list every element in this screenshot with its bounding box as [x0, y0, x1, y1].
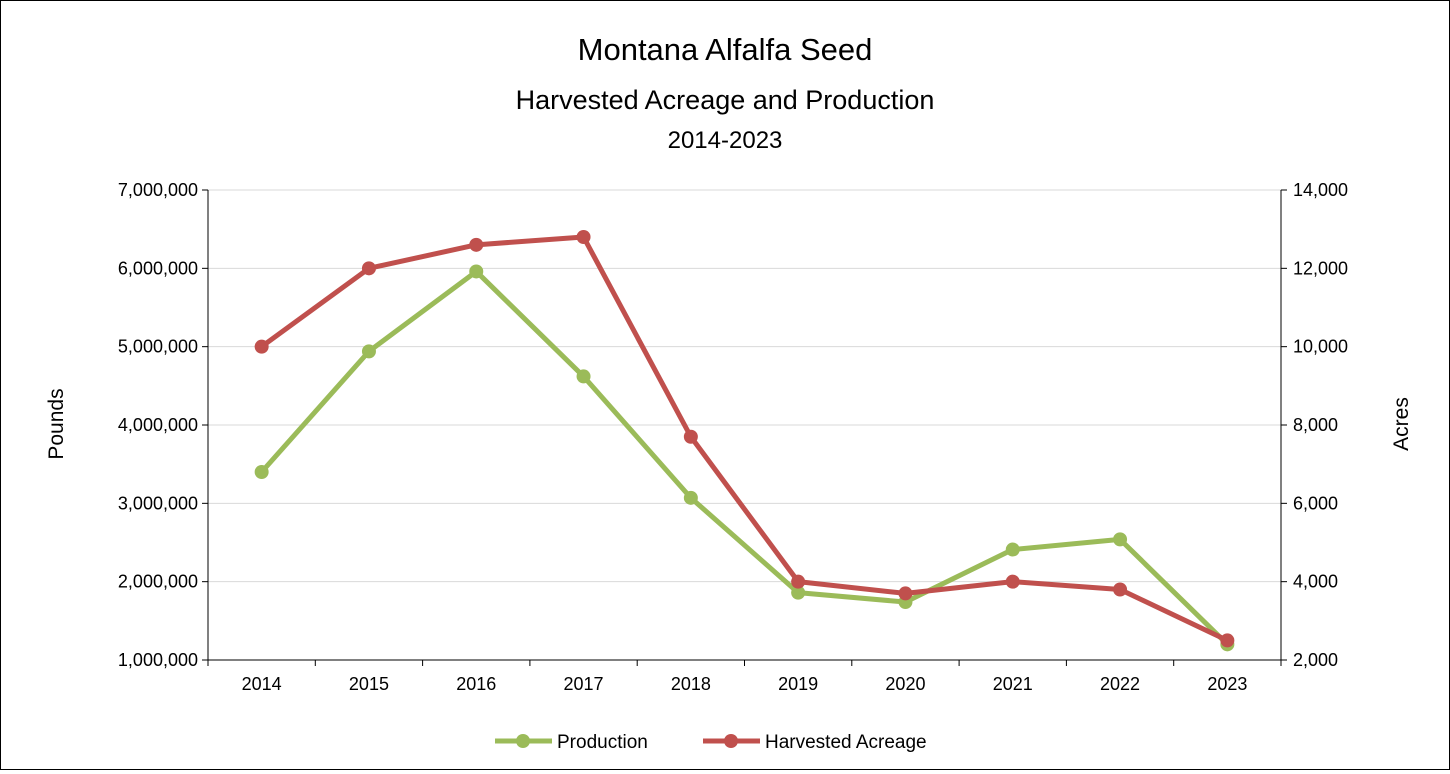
x-tick-label: 2019	[778, 674, 818, 694]
series-harvested-acreage	[254, 230, 1235, 648]
data-point-harvested-acreage	[254, 339, 269, 354]
chart-subtitle: Harvested Acreage and Production	[516, 85, 935, 115]
chart-subtitle-years: 2014-2023	[668, 127, 783, 154]
left-tick-label: 1,000,000	[118, 650, 198, 670]
data-point-production	[576, 369, 591, 384]
x-tick-label: 2018	[671, 674, 711, 694]
data-point-production	[791, 585, 806, 600]
data-point-harvested-acreage	[791, 574, 806, 589]
data-point-production	[469, 264, 484, 279]
x-axis-ticks: 2014 2015 2016 2017 2018 2019 2020 2021 2022 2023	[207, 660, 1282, 694]
right-tick-label: 14,000	[1293, 180, 1348, 200]
right-tick-label: 4,000	[1293, 572, 1338, 592]
left-axis-title: Pounds	[45, 388, 68, 459]
data-point-harvested-acreage	[576, 230, 591, 244]
left-tick-label: 6,000,000	[118, 258, 198, 278]
right-tick-label: 10,000	[1293, 337, 1348, 357]
legend-production-label: Production	[557, 732, 648, 753]
right-axis-title: Acres	[1390, 397, 1413, 451]
legend-acreage-marker	[724, 734, 738, 748]
right-axis-ticks: 2,000 4,000 6,000 8,000 10,000 12,000 14,000	[1281, 180, 1348, 670]
series-production	[254, 264, 1235, 652]
x-tick-label: 2015	[349, 674, 389, 694]
series-layer	[254, 230, 1235, 652]
data-point-harvested-acreage	[469, 237, 484, 252]
data-point-harvested-acreage	[1220, 633, 1235, 648]
right-tick-label: 8,000	[1293, 415, 1338, 435]
x-tick-label: 2021	[993, 674, 1033, 694]
data-point-production	[361, 344, 376, 359]
right-tick-label: 12,000	[1293, 258, 1348, 278]
legend: Production Harvested Acreage	[495, 732, 927, 753]
legend-production-marker	[516, 734, 530, 748]
left-tick-label: 4,000,000	[118, 415, 198, 435]
x-tick-label: 2014	[242, 674, 282, 694]
data-point-production	[1113, 532, 1128, 547]
series-line-production	[259, 268, 1230, 647]
x-tick-label: 2020	[885, 674, 925, 694]
legend-acreage-label: Harvested Acreage	[765, 732, 927, 753]
x-tick-label: 2016	[456, 674, 496, 694]
x-tick-label: 2017	[564, 674, 604, 694]
data-point-harvested-acreage	[898, 586, 913, 601]
left-tick-label: 2,000,000	[118, 572, 198, 592]
data-point-harvested-acreage	[361, 261, 376, 276]
data-point-production	[683, 490, 698, 505]
data-point-production	[1005, 542, 1020, 557]
data-point-harvested-acreage	[1005, 574, 1020, 589]
gridlines	[208, 189, 1281, 583]
data-point-harvested-acreage	[1113, 582, 1128, 597]
series-line-harvested-acreage	[260, 234, 1229, 643]
data-point-production	[254, 465, 269, 479]
left-tick-label: 5,000,000	[118, 337, 198, 357]
left-axis-ticks: 1,000,000 2,000,000 3,000,000 4,000,000 5,00…	[118, 180, 208, 670]
x-tick-label: 2023	[1207, 674, 1247, 694]
right-tick-label: 2,000	[1293, 650, 1338, 670]
chart-title: Montana Alfalfa Seed	[578, 32, 873, 67]
left-tick-label: 7,000,000	[118, 180, 198, 200]
x-tick-label: 2022	[1100, 674, 1140, 694]
left-tick-label: 3,000,000	[118, 493, 198, 513]
data-point-harvested-acreage	[683, 429, 698, 444]
right-tick-label: 6,000	[1293, 493, 1338, 513]
legend-item-production: Production	[495, 732, 648, 753]
legend-item-harvested-acreage: Harvested Acreage	[703, 732, 927, 753]
